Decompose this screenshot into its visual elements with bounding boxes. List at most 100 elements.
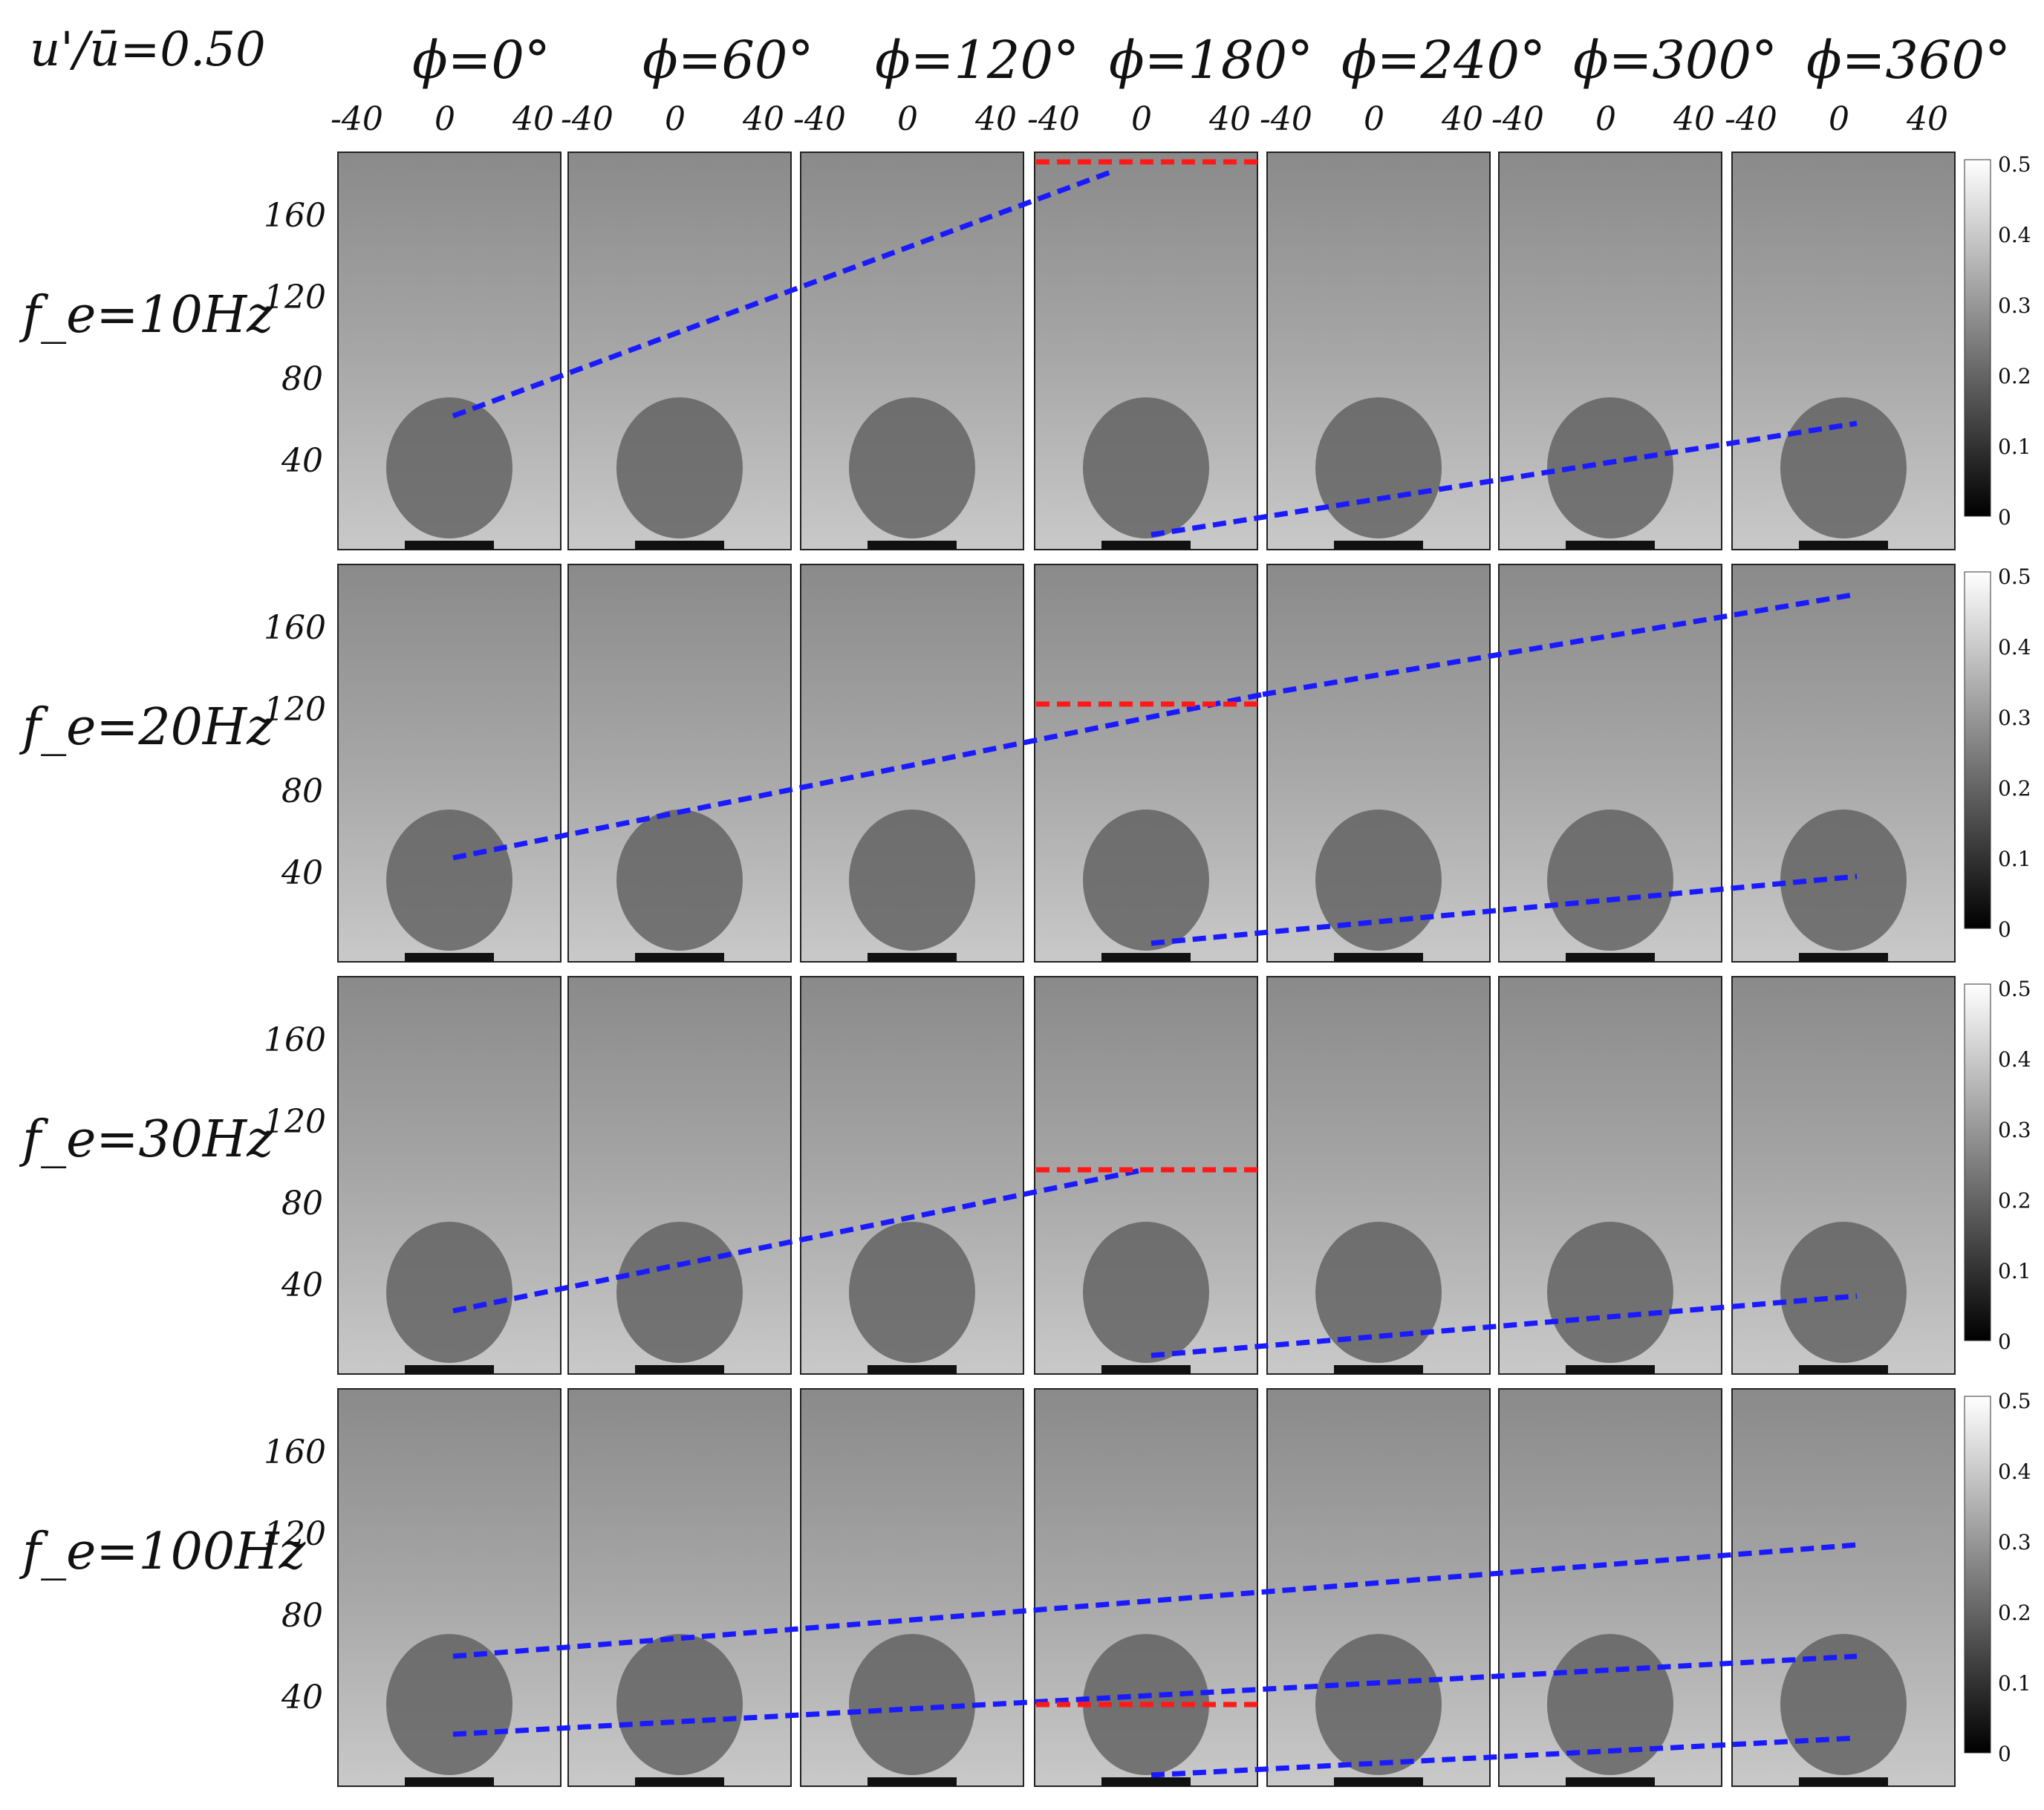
y-tick-label: 40 xyxy=(281,442,323,480)
flame-plume xyxy=(386,1222,512,1363)
x-tick-label: -40 xyxy=(1725,100,1777,138)
x-tick-label: 0 xyxy=(897,100,918,138)
burner-outlet xyxy=(1101,1365,1191,1374)
colorbar xyxy=(1964,1396,1991,1754)
y-tick-label: 40 xyxy=(281,854,323,892)
burner-outlet xyxy=(1566,1365,1655,1374)
flame-plume xyxy=(1083,1222,1209,1363)
burner-outlet xyxy=(868,1365,957,1374)
colorbar-tick-label: 0.1 xyxy=(1998,1671,2031,1696)
burner-outlet xyxy=(1799,541,1888,550)
x-tick-label: 40 xyxy=(512,100,554,138)
flame-plume xyxy=(849,397,975,538)
flame-plume xyxy=(1083,397,1209,538)
colorbar-tick-label: 0.4 xyxy=(1998,223,2031,247)
colorbar-tick-label: 0.2 xyxy=(1998,364,2031,388)
flame-plume xyxy=(1780,1634,1907,1775)
y-tick-label: 120 xyxy=(264,691,326,729)
blue-tracking-line xyxy=(1150,873,1858,946)
flame-plume xyxy=(616,397,743,538)
flame-plume xyxy=(386,1634,512,1775)
flame-plume xyxy=(1315,810,1442,951)
flame-plume xyxy=(1315,397,1442,538)
y-tick-label: 80 xyxy=(281,1597,323,1635)
blue-tracking-line xyxy=(452,1542,1858,1659)
x-tick-label: -40 xyxy=(561,100,613,138)
x-tick-label: -40 xyxy=(793,100,846,138)
burner-outlet xyxy=(405,1365,494,1374)
burner-outlet xyxy=(1334,541,1423,550)
flame-plume xyxy=(849,1634,975,1775)
colorbar xyxy=(1964,159,1991,517)
burner-outlet xyxy=(635,1365,724,1374)
y-tick-label: 40 xyxy=(281,1679,323,1716)
colorbar-tick-label: 0.1 xyxy=(1998,434,2031,459)
y-tick-label: 160 xyxy=(264,197,326,235)
y-tick-label: 160 xyxy=(264,1021,326,1059)
colorbar-tick-label: 0.5 xyxy=(1998,564,2031,589)
flame-plume xyxy=(1547,1222,1673,1363)
phase-label: ϕ=360° xyxy=(1806,30,2011,91)
colorbar-tick-label: 0.2 xyxy=(1998,776,2031,801)
flame-plume xyxy=(1547,1634,1673,1775)
y-tick-label: 160 xyxy=(264,609,326,647)
blue-tracking-line xyxy=(1150,1293,1858,1358)
colorbar-tick-label: 0.3 xyxy=(1998,293,2031,318)
x-tick-label: 40 xyxy=(1673,100,1715,138)
y-tick-label: 120 xyxy=(264,1515,326,1553)
blue-tracking-line xyxy=(1150,420,1858,538)
colorbar-tick-label: 0.1 xyxy=(1998,847,2031,871)
colorbar-tick-label: 0.3 xyxy=(1998,706,2031,730)
blue-tracking-line xyxy=(452,1653,1858,1737)
burner-outlet xyxy=(405,1777,494,1786)
flame-plume xyxy=(386,397,512,538)
burner-outlet xyxy=(1334,953,1423,962)
burner-outlet xyxy=(1566,953,1655,962)
flame-plume xyxy=(386,810,512,951)
phase-label: ϕ=240° xyxy=(1341,30,1546,91)
figure-title: u'/ū=0.50 xyxy=(30,22,266,77)
flame-plume xyxy=(1547,810,1673,951)
x-tick-label: 40 xyxy=(1442,100,1483,138)
colorbar-tick-label: 0.3 xyxy=(1998,1530,2031,1555)
burner-outlet xyxy=(868,953,957,962)
phase-label: ϕ=300° xyxy=(1573,30,1777,91)
burner-outlet xyxy=(868,1777,957,1786)
x-tick-label: 0 xyxy=(1364,100,1384,138)
flame-plume xyxy=(1315,1222,1442,1363)
blue-tracking-line xyxy=(452,691,1263,861)
y-tick-label: 80 xyxy=(281,772,323,810)
burner-outlet xyxy=(1101,1777,1191,1786)
colorbar xyxy=(1964,571,1991,929)
colorbar-tick-label: 0 xyxy=(1998,917,2011,942)
colorbar-tick-label: 0.2 xyxy=(1998,1188,2031,1213)
colorbar-tick-label: 0 xyxy=(1998,1742,2011,1766)
flame-plume xyxy=(849,1222,975,1363)
burner-outlet xyxy=(635,953,724,962)
burner-outlet xyxy=(868,541,957,550)
burner-outlet xyxy=(1334,1365,1423,1374)
burner-outlet xyxy=(1799,1365,1888,1374)
x-tick-label: -40 xyxy=(331,100,383,138)
flame-plume xyxy=(1547,397,1673,538)
x-tick-label: 40 xyxy=(975,100,1017,138)
frequency-label: f_e=30Hz xyxy=(22,1110,274,1169)
phase-label: ϕ=0° xyxy=(412,30,550,91)
frequency-label: f_e=20Hz xyxy=(22,698,274,757)
colorbar-tick-label: 0 xyxy=(1998,505,2011,530)
blue-tracking-line xyxy=(452,168,1116,419)
burner-outlet xyxy=(405,541,494,550)
flame-plume xyxy=(1315,1634,1442,1775)
colorbar-tick-label: 0.3 xyxy=(1998,1118,2031,1142)
burner-outlet xyxy=(1566,1777,1655,1786)
frequency-label: f_e=100Hz xyxy=(22,1523,306,1581)
burner-outlet xyxy=(1334,1777,1423,1786)
blue-tracking-line xyxy=(1262,591,1858,697)
y-tick-label: 160 xyxy=(264,1433,326,1471)
colorbar-tick-label: 0.1 xyxy=(1998,1259,2031,1283)
y-tick-label: 80 xyxy=(281,360,323,398)
burner-outlet xyxy=(1799,1777,1888,1786)
y-tick-label: 80 xyxy=(281,1185,323,1223)
colorbar-tick-label: 0.4 xyxy=(1998,1459,2031,1484)
